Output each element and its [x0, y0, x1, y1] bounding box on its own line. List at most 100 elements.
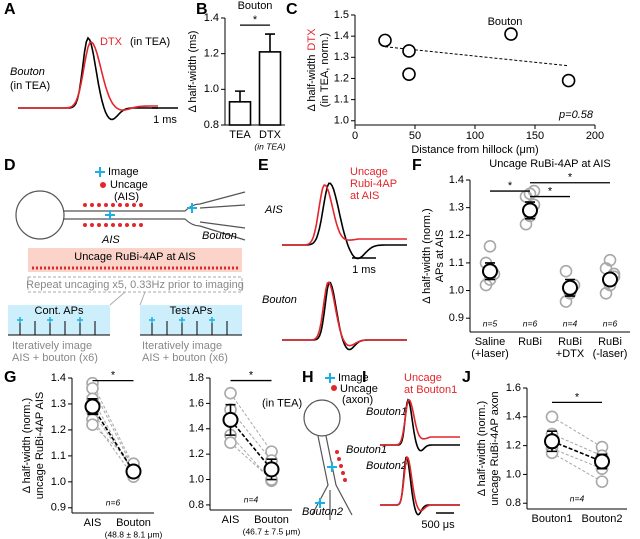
ap-ticks	[8, 321, 242, 336]
point	[561, 73, 576, 88]
note: AIS + bouton (x6)	[142, 352, 228, 364]
mean-line	[551, 440, 603, 463]
protocol-label: Uncage RuBi-4AP at AIS	[74, 251, 195, 263]
y-tick-label: 1.3	[51, 398, 66, 410]
image-ticks	[17, 317, 215, 323]
y-tick-label: 1.6	[506, 382, 521, 394]
trace-label: DTX	[100, 36, 123, 48]
point	[402, 67, 416, 82]
diagram-label: AIS	[101, 234, 120, 246]
x-tick-label: Bouton	[254, 514, 289, 526]
trace	[18, 41, 158, 111]
sig-label: *	[111, 370, 116, 382]
x-tick-note: (48.8 ± 8.1 μm)	[105, 529, 163, 539]
pair-line	[551, 448, 603, 470]
x-tick-label: RuBi	[558, 336, 582, 348]
mean-point	[562, 279, 578, 296]
x-tick-label: AIS	[84, 517, 102, 529]
protocol-label: Repeat uncaging x5, 0.33Hz prior to imag…	[26, 279, 244, 291]
point	[545, 410, 559, 424]
point	[86, 418, 99, 432]
y-tick-label: 1.0	[204, 83, 219, 95]
trace	[282, 281, 407, 347]
y-tick-label: 1.4	[204, 12, 219, 24]
legend-label: Uncage	[340, 383, 378, 395]
x-axis-label: Distance from hillock (μm)	[411, 144, 538, 156]
point	[559, 264, 573, 278]
x-tick-label: Bouton1	[532, 513, 573, 525]
y-tick-label: 1.0	[334, 115, 349, 127]
y-tick-label: 1.2	[506, 440, 521, 452]
y-tick-label: 1.2	[51, 424, 66, 436]
y-tick-label: 1.4	[506, 411, 521, 423]
point	[595, 475, 609, 488]
trace	[380, 455, 460, 512]
note: AIS + bouton (x6)	[12, 352, 98, 364]
legend-label: Uncage	[110, 179, 148, 191]
y-tick-label: 1.2	[204, 48, 219, 60]
x-tick-label: 200	[586, 130, 604, 142]
trace-label: Uncage	[350, 166, 388, 178]
pair-line	[551, 452, 603, 483]
trace	[380, 398, 460, 446]
panel-label: A	[4, 1, 16, 18]
mean-point	[222, 411, 239, 428]
y-tick-label: 1.6	[189, 397, 204, 409]
x-tick-label: +DTX	[556, 348, 585, 360]
n-label: n=6	[106, 497, 121, 507]
pair-line	[230, 392, 272, 452]
y-tick-label: 1.3	[334, 51, 349, 63]
panel-label: D	[4, 157, 16, 174]
y-tick-label: 1.8	[189, 372, 204, 384]
y-axis-label: APs at AIS	[434, 230, 446, 283]
pair-line	[92, 382, 134, 467]
n-label: n=4	[244, 494, 259, 504]
diagram-h	[303, 399, 353, 520]
y-axis-label: Δ half-width (norm.)	[421, 208, 433, 303]
sig-label: *	[253, 14, 258, 26]
trace-label: Bouton	[10, 66, 45, 78]
y-tick-label: 0.8	[506, 497, 521, 509]
chart-title: Bouton	[238, 0, 273, 12]
trace-label: (in TEA)	[10, 80, 50, 92]
uncage-box	[28, 248, 242, 272]
x-tick-label: 100	[466, 130, 484, 142]
chart-title: Bouton	[488, 16, 523, 28]
trace-label: Uncage	[404, 372, 442, 384]
legend-label: (AIS)	[114, 191, 139, 203]
x-tick-label: (+laser)	[471, 348, 509, 360]
y-axis-label: Δ half-width (norm.)	[21, 398, 33, 493]
note: (in TEA)	[262, 397, 302, 409]
y-tick-label: 0.8	[189, 499, 204, 511]
trace-label: at Bouton1	[404, 384, 457, 396]
block	[140, 305, 242, 335]
scale-label: 1 ms	[153, 114, 177, 126]
diagram-label: Bouton2	[302, 506, 343, 518]
mean-point	[522, 202, 538, 219]
y-axis-label: Δ half-width (ms)	[187, 31, 199, 113]
point	[378, 33, 392, 48]
trace-label: Bouton2	[366, 460, 407, 472]
y-tick-label: 1.1	[51, 450, 66, 462]
mean-point	[602, 271, 618, 288]
trace-label: AIS	[264, 204, 283, 216]
x-tick-label: Bouton	[116, 517, 151, 529]
y-tick-label: 0.8	[204, 119, 219, 131]
sig-label: *	[508, 180, 513, 192]
y-tick-label: 1.4	[189, 423, 204, 435]
panel-label: G	[4, 369, 16, 386]
pair-line	[92, 419, 134, 477]
y-tick-label: 0.9	[51, 502, 66, 514]
chart-title: Uncage RuBi-4AP at AIS	[489, 158, 610, 170]
x-tick-label: DTX	[259, 129, 282, 141]
x-tick-label: 0	[352, 130, 358, 142]
bar	[228, 101, 252, 126]
sig-label: *	[249, 369, 254, 381]
y-axis-label: Δ half-width DTX	[306, 28, 318, 112]
sig-label: *	[575, 391, 580, 403]
y-tick-label: 1.4	[51, 372, 66, 384]
x-tick-note: (in TEA)	[254, 141, 285, 151]
x-tick-label: RuBi	[518, 336, 542, 348]
y-tick-label: 1.0	[51, 476, 66, 488]
trace	[282, 182, 407, 260]
